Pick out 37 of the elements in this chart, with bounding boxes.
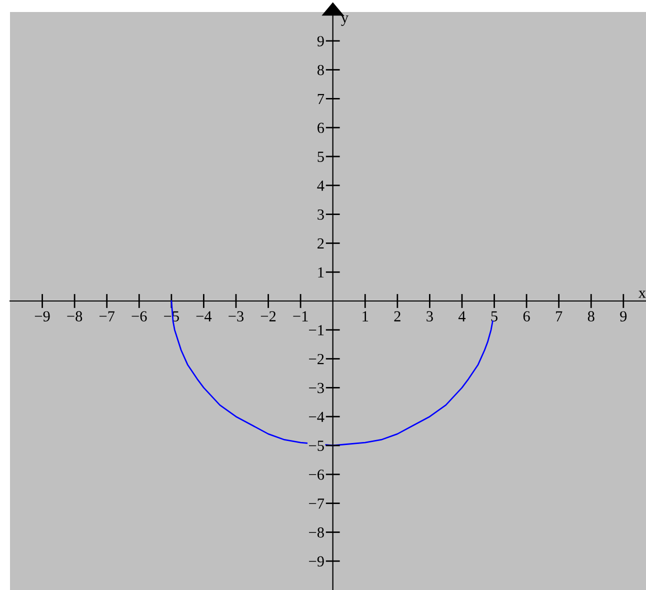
y-tick-label: −9 — [309, 556, 324, 567]
y-tick-label: −4 — [309, 412, 324, 422]
y-tick-label: −5 — [309, 440, 324, 451]
y-tick-label: 8 — [317, 64, 324, 76]
y-tick-label: −2 — [309, 354, 324, 364]
x-tick-label: 8 — [588, 311, 594, 322]
x-tick-label: 5 — [491, 311, 498, 322]
y-tick-label: 9 — [317, 36, 324, 46]
x-tick-label: 1 — [362, 311, 368, 322]
y-tick-label: 1 — [318, 267, 324, 278]
x-tick-label: −3 — [228, 311, 244, 322]
y-tick-label: 4 — [317, 180, 324, 191]
x-tick-label: 7 — [556, 311, 562, 322]
y-tick-label: −6 — [309, 470, 324, 480]
y-tick-label: −8 — [309, 527, 324, 538]
x-tick-label: −7 — [99, 311, 115, 322]
y-tick-label: 7 — [318, 94, 324, 104]
x-tick-label: −1 — [293, 311, 308, 322]
x-tick-label: −4 — [196, 311, 212, 322]
y-tick-label: 3 — [318, 209, 324, 220]
x-tick-label: 3 — [426, 311, 433, 322]
x-tick-label: 9 — [620, 311, 627, 322]
x-tick-label: 2 — [394, 311, 400, 322]
x-tick-label: 4 — [458, 311, 466, 322]
y-tick-label: −3 — [309, 382, 324, 394]
x-tick-label: −2 — [260, 311, 276, 322]
y-tick-label: 5 — [318, 152, 324, 162]
y-tick-label: 6 — [318, 122, 324, 134]
x-axis-title: x — [638, 290, 646, 298]
y-tick-label: 2 — [318, 238, 324, 248]
y-tick-label: −1 — [309, 325, 324, 336]
x-tick-label: −9 — [34, 311, 50, 322]
x-tick-label: 6 — [523, 311, 530, 322]
x-tick-label: −6 — [132, 311, 147, 322]
x-tick-label: −8 — [67, 311, 82, 322]
y-tick-label: −7 — [309, 498, 324, 509]
y-axis-title: y — [341, 16, 348, 26]
